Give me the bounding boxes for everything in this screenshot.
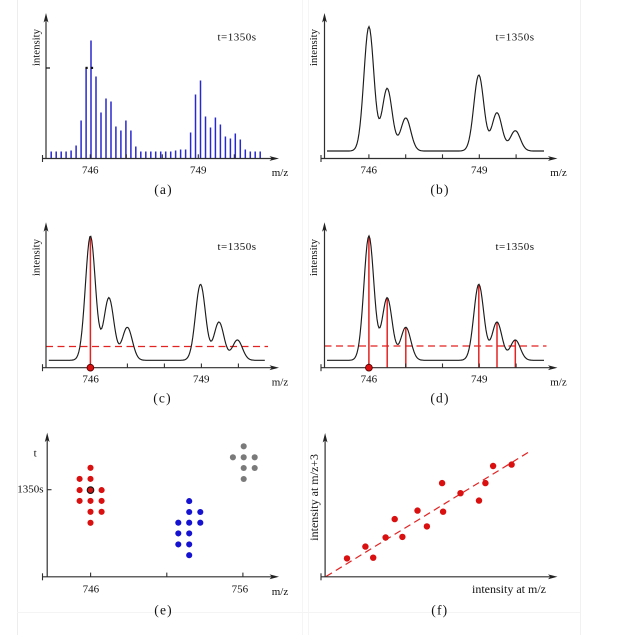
svg-text:intensity at m/z+3: intensity at m/z+3 [307, 454, 321, 541]
svg-text:1350s: 1350s [17, 483, 43, 495]
svg-text:746: 746 [361, 164, 378, 176]
svg-text:m/z: m/z [272, 586, 289, 598]
svg-text:intensity: intensity [308, 238, 320, 276]
svg-text:756: 756 [232, 584, 249, 596]
svg-text:749: 749 [471, 164, 488, 176]
svg-text:746: 746 [82, 164, 99, 176]
svg-text:t=1350s: t=1350s [495, 32, 534, 44]
svg-text:746: 746 [361, 374, 378, 386]
svg-text:m/z: m/z [550, 167, 567, 179]
svg-text:t=1350s: t=1350s [495, 241, 534, 253]
svg-text:(e): (e) [154, 603, 173, 618]
svg-text:t=1350s: t=1350s [217, 241, 256, 253]
svg-text:intensity: intensity [308, 28, 320, 66]
svg-text:intensity at m/z: intensity at m/z [472, 582, 546, 596]
svg-text:746: 746 [83, 584, 100, 596]
svg-text:746: 746 [82, 374, 99, 386]
svg-text:intensity: intensity [30, 238, 42, 276]
svg-text:(a): (a) [154, 182, 173, 197]
svg-text:m/z: m/z [550, 376, 567, 388]
svg-text:t=1350s: t=1350s [217, 32, 256, 44]
svg-text:intensity: intensity [30, 28, 42, 66]
svg-text:(d): (d) [430, 391, 449, 406]
svg-text:m/z: m/z [272, 167, 289, 179]
svg-text:(b): (b) [430, 182, 449, 197]
svg-text:749: 749 [471, 374, 488, 386]
svg-text:t: t [34, 448, 37, 460]
svg-text:m/z: m/z [272, 376, 289, 388]
svg-text:749: 749 [190, 164, 207, 176]
svg-text:749: 749 [193, 374, 210, 386]
svg-text:(c): (c) [153, 391, 172, 406]
svg-text:(f): (f) [431, 603, 448, 618]
